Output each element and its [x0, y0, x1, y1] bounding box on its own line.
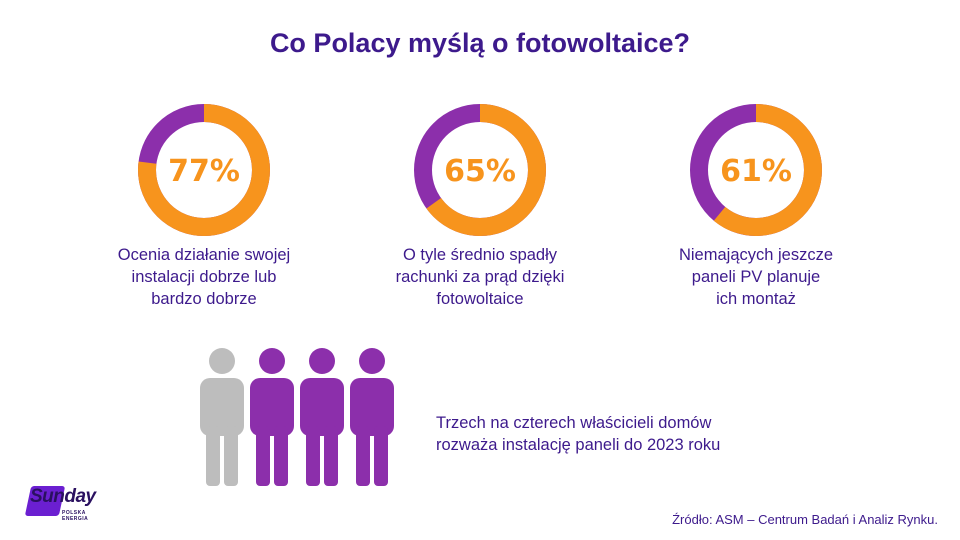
donut-chart-3: 61%: [690, 104, 822, 236]
description-line: paneli PV planuje: [691, 268, 821, 286]
donut-description-1: Ocenia działanie swojej instalacji dobrz…: [94, 244, 314, 310]
person-icon: [250, 348, 294, 486]
description-line: ich montaż: [716, 290, 796, 308]
person-icon: [350, 348, 394, 486]
logo-text: Sunday: [30, 486, 96, 507]
description-line: bardzo dobrze: [151, 290, 257, 308]
donut-value-label: 61%: [720, 154, 792, 189]
donut-value-arc: [138, 104, 270, 236]
donut-description-3: Niemających jeszcze paneli PV planuje ic…: [646, 244, 866, 310]
donut-description-2: O tyle średnio spadły rachunki za prąd d…: [370, 244, 590, 310]
sunday-logo: Sunday POLSKA ENERGIA: [24, 484, 108, 522]
description-line: Niemających jeszcze: [678, 246, 834, 264]
description-line: rozważa instalację paneli do 2023 roku: [436, 436, 721, 454]
person-icon: [300, 348, 344, 486]
people-svg: [200, 348, 394, 486]
donut-value-label: 65%: [444, 154, 516, 189]
description-line: instalacji dobrze lub: [131, 268, 277, 286]
donut-svg-3: 61%: [690, 104, 822, 236]
person-icon: [200, 348, 244, 486]
people-pictogram: [192, 346, 402, 486]
logo-tagline: POLSKA ENERGIA: [62, 510, 89, 522]
donut-value-arc: [414, 104, 546, 236]
description-line: Ocenia działanie swojej: [117, 246, 291, 264]
pictogram-description: Trzech na czterech właścicieli domów roz…: [436, 412, 796, 456]
description-line: fotowoltaice: [436, 290, 524, 308]
description-line: Trzech na czterech właścicieli domów: [436, 414, 712, 432]
donut-chart-1: 77%: [138, 104, 270, 236]
description-line: rachunki za prąd dzięki: [395, 268, 565, 286]
donut-svg-2: 65%: [414, 104, 546, 236]
donut-value-arc: [690, 104, 822, 236]
description-line: O tyle średnio spadły: [402, 246, 558, 264]
donut-value-label: 77%: [168, 154, 240, 189]
donut-svg-1: 77%: [138, 104, 270, 236]
source-note: Źródło: ASM – Centrum Badań i Analiz Ryn…: [672, 512, 938, 527]
page-title: Co Polacy myślą o fotowoltaice?: [269, 28, 691, 58]
donut-chart-2: 65%: [414, 104, 546, 236]
